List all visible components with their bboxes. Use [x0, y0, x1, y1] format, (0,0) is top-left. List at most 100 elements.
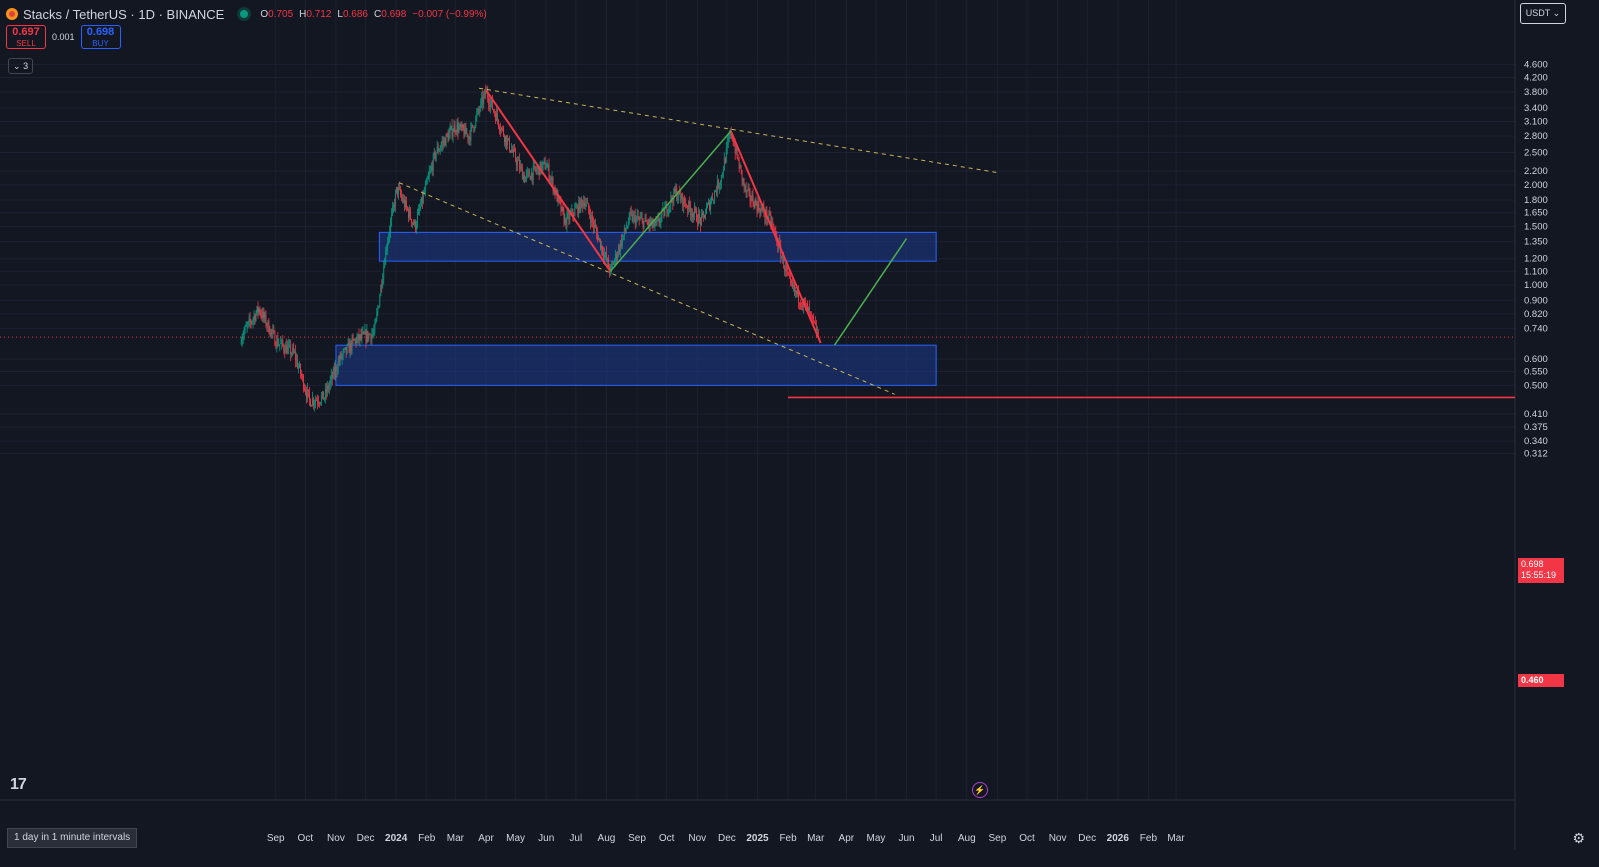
candle-body [752, 195, 754, 205]
candle-body [248, 318, 250, 322]
trade-panel: 0.697 SELL 0.001 0.698 BUY [6, 25, 121, 49]
candle-body [466, 133, 468, 135]
gear-icon[interactable]: ⚙ [1572, 830, 1585, 846]
candle-body [433, 151, 435, 155]
candle-body [521, 167, 523, 180]
candle-body [682, 193, 684, 207]
buy-button[interactable]: 0.698 BUY [80, 25, 121, 49]
candle-body [623, 227, 625, 235]
candle-body [401, 194, 402, 198]
candle-body [446, 134, 448, 136]
price-tick-label: 0.500 [1524, 380, 1548, 391]
candle-body [789, 275, 791, 278]
candle-body [678, 190, 680, 198]
candle-body [707, 204, 708, 208]
candle-body [285, 345, 287, 354]
candle-body [727, 138, 729, 144]
candle-body [759, 209, 761, 215]
candle-body [265, 314, 267, 326]
candle-body [564, 218, 566, 224]
support-zone-2[interactable] [335, 344, 937, 386]
tradingview-logo-icon[interactable]: 17 [10, 776, 27, 793]
lightning-icon[interactable]: ⚡ [972, 782, 988, 798]
currency-select[interactable]: USDT ⌄ [1520, 3, 1566, 24]
price-tick-label: 1.100 [1524, 266, 1548, 277]
candle-body [428, 172, 430, 177]
candle-body [805, 302, 806, 304]
candle-body [399, 187, 400, 189]
time-tick-label: Dec [357, 833, 375, 844]
candle-body [482, 97, 484, 104]
down-leg-line-2[interactable] [729, 130, 822, 344]
support-zone-1[interactable] [378, 231, 937, 262]
candle-body [254, 315, 256, 321]
candle-body [791, 279, 793, 284]
candle-body [490, 102, 492, 107]
candle-body [777, 243, 779, 248]
up-leg-line-2[interactable] [833, 238, 908, 346]
candle-body [802, 306, 803, 308]
candle-body [784, 268, 786, 271]
down-leg-line-1[interactable] [485, 89, 612, 272]
candle-body [497, 113, 498, 121]
indicators-toggle[interactable]: ⌄ 3 [8, 58, 34, 74]
price-tick-label: 2.500 [1524, 148, 1548, 159]
candle-body [408, 209, 409, 218]
candle-body [475, 116, 477, 127]
candle-body [666, 204, 668, 214]
dashed-trendline-2[interactable] [398, 182, 895, 395]
candle-body [304, 388, 305, 390]
candle-body [443, 139, 445, 144]
candle-body [292, 347, 294, 354]
candle-body [300, 364, 301, 374]
candle-body [639, 218, 641, 220]
candle-body [328, 384, 330, 390]
candle-body [387, 242, 389, 250]
candle-body [311, 405, 312, 407]
level-price-badge: 0.460 [1518, 674, 1564, 687]
candle-body [575, 207, 577, 209]
time-tick-label: Dec [718, 833, 736, 844]
candle-body [742, 179, 744, 181]
candle-body [479, 109, 481, 111]
candle-body [634, 214, 636, 225]
candle-body [487, 91, 489, 99]
candle-body [693, 213, 695, 218]
candle-body [388, 236, 390, 243]
candle-body [434, 151, 436, 159]
candle-body [270, 329, 272, 336]
candle-body [313, 398, 314, 405]
candle-body [735, 146, 737, 154]
candle-body [620, 240, 622, 246]
dashed-trendline-1[interactable] [479, 87, 997, 173]
symbol-title[interactable]: Stacks / TetherUS · 1D · BINANCE [23, 6, 225, 22]
candle-body [561, 206, 563, 212]
candle-body [647, 222, 649, 226]
candle-body [375, 318, 377, 324]
candle-body [346, 344, 348, 353]
candle-body [489, 104, 491, 107]
candle-body [624, 227, 626, 231]
candle-body [799, 302, 800, 304]
candle-body [424, 185, 426, 193]
interval-label[interactable]: 1 day in 1 minute intervals [7, 828, 138, 848]
candle-body [573, 214, 575, 216]
candle-body [754, 200, 756, 209]
candle-body [325, 388, 327, 393]
candle-body [266, 325, 268, 327]
candle-body [405, 200, 406, 208]
candle-body [708, 201, 709, 205]
candle-body [557, 194, 559, 202]
candle-body [267, 320, 269, 327]
candle-body [616, 255, 618, 260]
candle-body [569, 213, 571, 220]
candle-body [367, 330, 369, 340]
price-tick-label: 1.000 [1524, 280, 1548, 291]
up-leg-line-1[interactable] [609, 130, 732, 272]
candle-body [527, 171, 529, 172]
candle-body [630, 212, 632, 214]
sell-button[interactable]: 0.697 SELL [6, 25, 46, 49]
candle-body [793, 284, 794, 287]
candle-body [773, 224, 775, 229]
